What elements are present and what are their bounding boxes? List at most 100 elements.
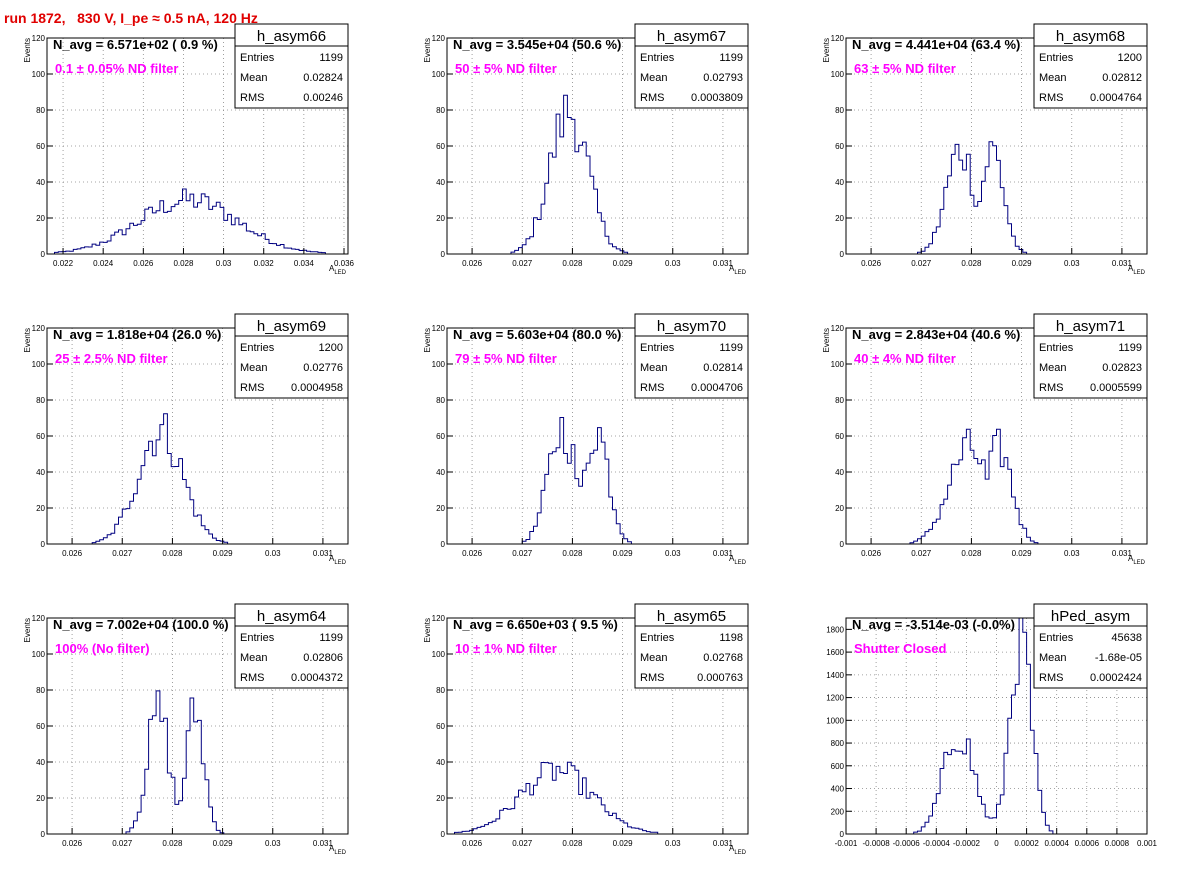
x-tick-label: 0.031 [713,259,734,268]
stats-value: 0.0004764 [1090,92,1142,104]
y-tick-label: 20 [36,794,45,803]
x-tick-label: 0.03 [265,839,281,848]
y-tick-label: 0 [441,540,446,549]
histogram-line [846,141,1147,255]
histogram-panel-h_asym71: 0 20 40 60 80 100 120 0.026 0.027 0.028 0.029 0.03 0… [822,313,1148,566]
histogram-panel-h_asym64: 0 20 40 60 80 100 120 0.026 0.027 0.028 0.029 0.03 0… [23,603,349,856]
y-tick-label: 0 [41,250,46,259]
stats-label: RMS [240,92,264,104]
histogram-panel-h_asym65: 0 20 40 60 80 100 120 0.026 0.027 0.028 0.029 0.03 0… [423,603,749,856]
stats-box [234,313,349,399]
n-avg-header: N_avg = 6.650e+03 ( 9.5 %) [453,617,618,632]
y-tick-label: 120 [32,34,46,43]
y-tick-label: 1800 [826,625,844,634]
x-tick-label: 0.026 [62,549,83,558]
y-tick-label: 100 [831,360,845,369]
y-tick-label: 20 [436,504,445,513]
x-tick-label: 0.028 [162,549,183,558]
stats-label: Mean [1039,652,1067,664]
y-tick-label: 120 [831,324,845,333]
y-tick-label: 20 [36,214,45,223]
stats-label: Mean [240,362,268,374]
stats-label: RMS [1039,672,1063,684]
histogram-line [447,94,748,255]
stats-label: Entries [640,52,675,64]
filter-annotation: 79 ± 5% ND filter [455,351,557,366]
stats-label: RMS [640,92,664,104]
stats-value: 0.0004958 [291,382,343,394]
histogram-line [447,761,748,835]
x-tick-label: 0.027 [512,259,533,268]
y-tick-label: 60 [36,142,45,151]
y-tick-label: 100 [432,360,446,369]
x-tick-label: 0.028 [562,259,583,268]
x-tick-label: 0.028 [961,259,982,268]
x-tick-label: -0.0004 [923,839,951,848]
x-axis-title: ALED [329,554,347,566]
stats-label: RMS [640,672,664,684]
y-tick-label: 120 [432,34,446,43]
y-tick-label: 20 [436,794,445,803]
x-tick-label: 0.029 [613,549,634,558]
y-tick-label: 120 [32,324,46,333]
x-tick-label: -0.0008 [863,839,891,848]
histogram-name: h_asym64 [257,608,326,625]
y-tick-label: 40 [36,178,45,187]
x-tick-label: 0.027 [911,549,932,558]
x-axis-title: ALED [729,554,747,566]
x-tick-label: 0.03 [665,259,681,268]
y-tick-label: 1000 [826,716,844,725]
histogram-name: h_asym65 [657,608,726,625]
x-axis-title: ALED [329,844,347,856]
y-tick-label: 80 [436,686,445,695]
y-tick-label: 20 [36,504,45,513]
stats-box [634,313,749,399]
x-tick-label: 0.029 [213,839,234,848]
x-tick-label: 0.032 [254,259,275,268]
n-avg-header: N_avg = 2.843e+04 (40.6 %) [852,327,1020,342]
stats-value: 0.02824 [303,72,343,84]
x-tick-label: 0.036 [334,259,355,268]
stats-value: 0.0004372 [291,672,343,684]
stats-label: Entries [640,342,675,354]
stats-box [634,603,749,689]
x-tick-label: 0.028 [562,839,583,848]
stats-label: Mean [1039,362,1067,374]
y-tick-label: 0 [840,250,845,259]
stats-box [1033,603,1148,689]
histogram-line [447,417,748,545]
stats-box [1033,23,1148,109]
x-tick-label: 0.027 [112,839,133,848]
stats-value: 1199 [719,342,743,354]
x-tick-label: 0.03 [665,839,681,848]
stats-value: 1198 [719,632,743,644]
stats-value: 1200 [319,342,343,354]
histogram-line [47,690,348,835]
y-tick-label: 60 [436,432,445,441]
filter-annotation: 100% (No filter) [55,641,150,656]
stats-label: Mean [640,72,668,84]
stats-label: RMS [640,382,664,394]
x-tick-label: 0.028 [173,259,194,268]
histogram-name: h_asym66 [257,28,326,45]
y-tick-label: 40 [436,178,445,187]
x-tick-label: 0.031 [713,839,734,848]
stats-label: Mean [240,72,268,84]
y-tick-label: 600 [831,762,845,771]
stats-box [634,23,749,109]
n-avg-header: N_avg = 3.545e+04 (50.6 %) [453,37,621,52]
y-tick-label: 100 [432,650,446,659]
x-tick-label: 0.03 [1064,259,1080,268]
stats-label: Mean [640,362,668,374]
y-tick-label: 100 [831,70,845,79]
x-tick-label: 0.029 [1012,259,1033,268]
y-tick-label: 60 [835,142,844,151]
stats-label: Entries [240,52,275,64]
x-tick-label: 0.0006 [1075,839,1100,848]
y-tick-label: 1400 [826,671,844,680]
histogram-panel-h_asym66: 0 20 40 60 80 100 120 0.022 0.024 0.026 0.028 0.03 0… [23,23,355,276]
y-tick-label: 0 [41,540,46,549]
stats-box [234,603,349,689]
histogram-name: h_asym70 [657,318,726,335]
n-avg-header: N_avg = -3.514e-03 (-0.0%) [852,617,1015,632]
